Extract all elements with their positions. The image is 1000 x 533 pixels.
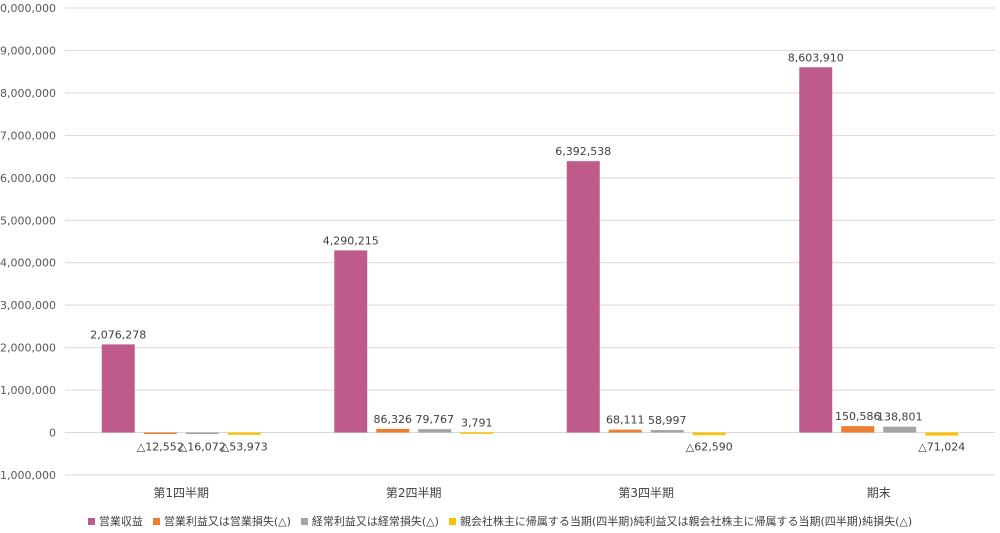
data-label: 4,290,215 <box>323 234 379 247</box>
y-tick-label: 9,000,000 <box>0 44 56 57</box>
x-tick-label: 第1四半期 <box>153 486 209 500</box>
legend: 営業収益 営業利益又は営業損失(△) 経常利益又は経常損失(△) 親会社株主に帰属する… <box>0 512 1000 530</box>
bars <box>101 67 959 436</box>
legend-item: 親会社株主に帰属する当期(四半期)純利益又は親会社株主に帰属する当期(四半期)純… <box>448 513 913 529</box>
gridlines <box>65 7 995 476</box>
x-tick-label: 第2四半期 <box>386 486 442 500</box>
y-tick-label: 4,000,000 <box>0 257 56 270</box>
bar <box>227 432 261 435</box>
legend-swatch <box>300 517 308 525</box>
y-tick-label: -1,000,000 <box>0 469 56 482</box>
bar <box>376 428 410 433</box>
data-label: 2,076,278 <box>90 328 146 341</box>
data-label: △71,024 <box>918 441 965 454</box>
bar <box>418 429 452 433</box>
data-label: 150,586 <box>835 410 881 423</box>
bar <box>566 161 600 433</box>
bar <box>185 432 219 435</box>
legend-label: 営業収益 <box>98 515 143 528</box>
bar <box>101 344 135 433</box>
bar <box>799 67 833 433</box>
bar <box>841 426 875 433</box>
y-tick-label: 1,000,000 <box>0 384 56 397</box>
y-tick-label: 2,000,000 <box>0 342 56 355</box>
x-tick-label: 第3四半期 <box>618 486 674 500</box>
data-label: 138,801 <box>877 411 923 424</box>
y-tick-label: 5,000,000 <box>0 214 56 227</box>
x-tick-label: 期末 <box>867 486 891 500</box>
y-tick-label: 10,000,000 <box>0 2 56 15</box>
data-label: △16,072 <box>179 441 226 454</box>
data-label: 3,791 <box>461 416 493 429</box>
bar <box>334 250 368 433</box>
legend-item: 経常利益又は経常損失(△) <box>300 513 439 529</box>
legend-label: 営業利益又は営業損失(△) <box>163 515 291 528</box>
y-tick-label: 3,000,000 <box>0 299 56 312</box>
y-tick-label: 8,000,000 <box>0 87 56 100</box>
y-tick-label: 6,000,000 <box>0 172 56 185</box>
data-label: 58,997 <box>648 414 687 427</box>
bar <box>925 432 959 436</box>
data-label: 8,603,910 <box>788 51 844 64</box>
data-label: △62,590 <box>686 441 733 454</box>
data-label: 6,392,538 <box>555 145 611 158</box>
y-tick-label: 7,000,000 <box>0 129 56 142</box>
data-labels: 2,076,278 △12,552△16,072△53,973 4,290,215 8… <box>90 51 965 453</box>
data-label: △53,973 <box>221 441 268 454</box>
bar <box>143 432 177 435</box>
legend-label: 親会社株主に帰属する当期(四半期)純利益又は親会社株主に帰属する当期(四半期)純… <box>459 515 913 528</box>
y-tick-label: 0 <box>49 427 56 440</box>
bar <box>608 429 642 433</box>
bar <box>650 430 684 433</box>
data-label: △12,552 <box>137 441 184 454</box>
legend-swatch <box>87 517 95 525</box>
data-label: 68,111 <box>606 414 645 427</box>
legend-swatch <box>448 517 456 525</box>
y-axis: -1,000,000 0 1,000,000 2,000,000 3,000,000 4,… <box>0 2 56 482</box>
x-axis: 第1四半期 第2四半期 第3四半期 期末 <box>153 486 890 500</box>
bar <box>460 432 494 434</box>
bar <box>883 426 917 433</box>
legend-item: 営業利益又は営業損失(△) <box>152 513 291 529</box>
data-label: 86,326 <box>374 413 413 426</box>
legend-item: 営業収益 <box>87 513 143 529</box>
legend-label: 経常利益又は経常損失(△) <box>311 515 439 528</box>
bar <box>692 432 726 436</box>
data-label: 79,767 <box>416 413 455 426</box>
legend-swatch <box>152 517 160 525</box>
